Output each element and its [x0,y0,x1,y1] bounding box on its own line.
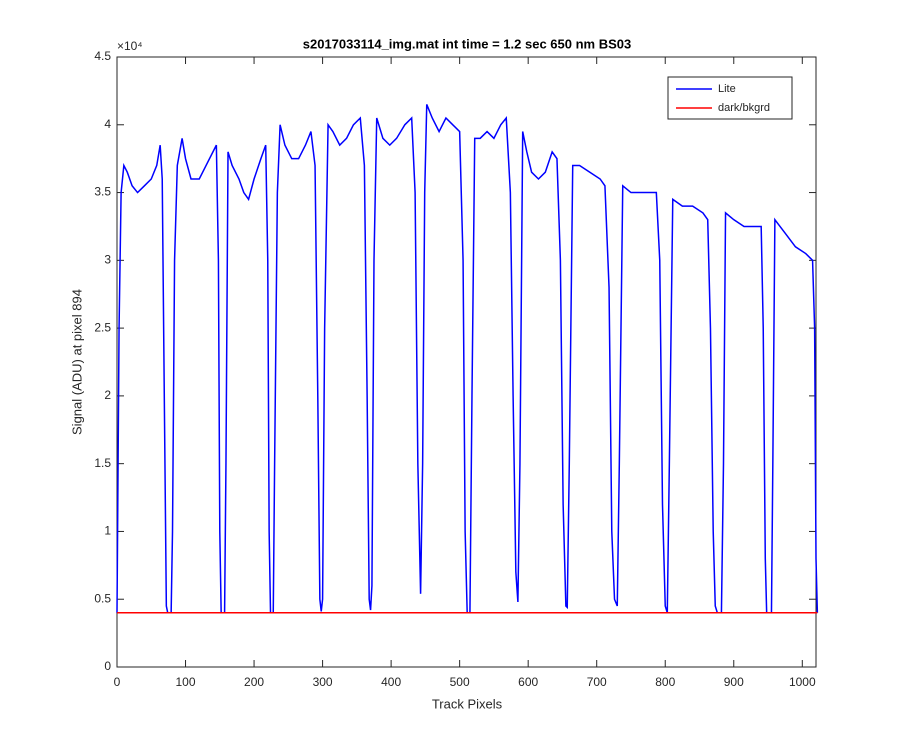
x-tick-label: 300 [313,675,333,689]
chart-title: s2017033114_img.mat int time = 1.2 sec 6… [303,36,631,51]
x-tick-label: 100 [176,675,196,689]
y-exponent: ×10⁴ [117,39,143,53]
x-tick-label: 600 [518,675,538,689]
x-axis-label: Track Pixels [432,696,503,711]
x-tick-label: 900 [724,675,744,689]
y-axis-label: Signal (ADU) at pixel 894 [69,289,84,435]
data-line [116,104,819,614]
y-tick-label: 1 [104,524,111,538]
y-tick-label: 4.5 [94,49,111,63]
y-tick-label: 0 [104,659,111,673]
x-tick-label: 700 [587,675,607,689]
x-tick-label: 200 [244,675,264,689]
x-tick-label: 800 [655,675,675,689]
y-tick-label: 2 [104,388,111,402]
x-tick-label: 1000 [789,675,816,689]
y-tick-label: 0.5 [94,591,111,605]
x-tick-label: 400 [381,675,401,689]
x-tick-label: 500 [450,675,470,689]
legend-box [667,76,793,120]
y-tick-label: 3 [104,253,111,267]
y-tick-label: 4 [104,117,111,131]
legend-label: dark/bkgrd [718,102,770,114]
y-tick-label: 3.5 [94,185,111,199]
y-tick-label: 2.5 [94,320,111,334]
y-tick-label: 1.5 [94,456,111,470]
x-tick-label: 0 [114,675,121,689]
legend-label: Lite [718,83,736,95]
